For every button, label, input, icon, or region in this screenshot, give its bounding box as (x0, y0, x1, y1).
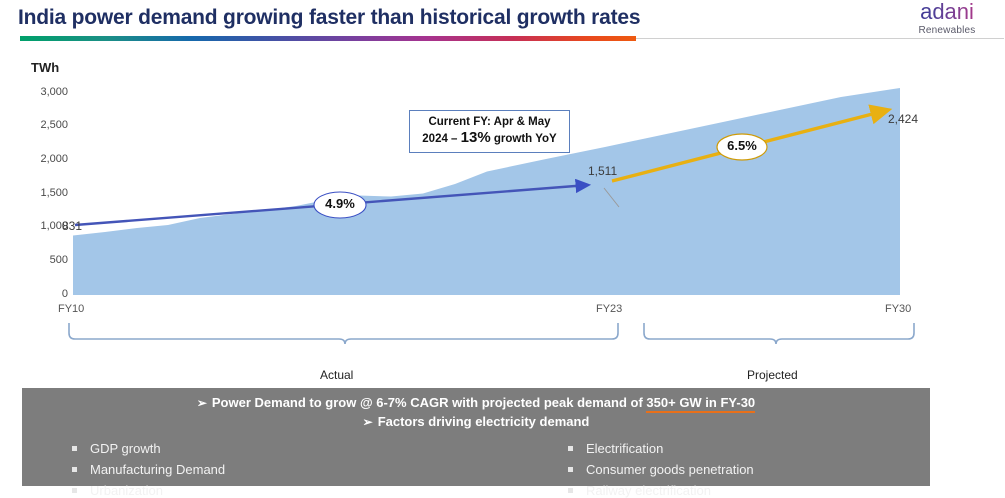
x-tick-fy30: FY30 (885, 303, 912, 315)
y-axis-unit-label: TWh (31, 60, 60, 75)
bullet-square-icon (72, 445, 77, 451)
y-tick-1500: 1,500 (40, 187, 68, 199)
y-axis-ticks: 3,000 2,500 2,000 1,500 1,000 500 0 (0, 0, 68, 498)
callout-post: growth YoY (490, 133, 557, 146)
bullet-square-icon (72, 466, 77, 472)
list-item: Electrification (568, 438, 930, 459)
x-tick-fy10: FY10 (58, 303, 85, 315)
demand-area-series (73, 88, 900, 295)
value-leader-line (603, 187, 620, 208)
summary-panel: ➢ Power Demand to grow @ 6-7% CAGR with p… (22, 388, 930, 498)
list-item-label: Electrification (586, 440, 664, 456)
bullet-square-icon (72, 488, 77, 494)
panel-subheadline-text: Factors driving electricity demand (377, 413, 590, 429)
period-braces (0, 318, 1005, 378)
y-tick-2500: 2,500 (40, 119, 68, 131)
y-tick-1000: 1,000 (40, 220, 68, 232)
list-item: Manufacturing Demand (72, 459, 476, 480)
current-fy-callout: Current FY: Apr & May 2024 – 13% growth … (409, 110, 570, 153)
callout-line-2: 2024 – 13% growth YoY (422, 129, 556, 148)
y-tick-2000: 2,000 (40, 153, 68, 165)
actual-brace (68, 323, 619, 345)
list-item-label: GDP growth (90, 440, 161, 456)
x-tick-fy23: FY23 (596, 303, 623, 315)
projected-brace (643, 323, 915, 345)
value-label-fy30: 2,424 (888, 112, 919, 126)
list-item: Consumer goods penetration (568, 459, 930, 480)
list-item: Urbanization (72, 480, 476, 498)
area-chart (73, 88, 900, 295)
panel-subheadline: ➢ Factors driving electricity demand (22, 413, 930, 432)
factors-left-column: GDP growth Manufacturing Demand Urbaniza… (22, 438, 476, 498)
y-tick-500: 500 (49, 254, 68, 266)
callout-growth-value: 13% (460, 129, 491, 147)
historical-cagr-label: 4.9% (325, 196, 355, 211)
adani-logo: adani Renewables (897, 0, 997, 36)
projected-cagr-label: 6.5% (727, 138, 757, 153)
page-title: India power demand growing faster than h… (18, 6, 641, 29)
logo-subtitle: Renewables (918, 25, 976, 36)
chevron-right-icon: ➢ (196, 396, 207, 410)
panel-headline-text: Power Demand to grow @ 6-7% CAGR with pr… (211, 395, 647, 410)
brace-label-actual: Actual (320, 368, 354, 382)
brace-label-projected: Projected (747, 368, 798, 382)
factors-columns: GDP growth Manufacturing Demand Urbaniza… (22, 438, 930, 498)
chevron-right-icon-2: ➢ (362, 414, 373, 429)
list-item: Railway electrification (568, 480, 930, 498)
list-item-label: Consumer goods penetration (586, 461, 754, 477)
gradient-divider (20, 36, 636, 41)
logo-underline (897, 38, 943, 39)
value-label-fy23: 1,511 (588, 164, 618, 178)
callout-line-1: Current FY: Apr & May (428, 115, 551, 128)
thin-divider (636, 38, 1004, 39)
callout-pre: 2024 – (422, 133, 461, 146)
list-item-label: Manufacturing Demand (90, 461, 226, 477)
list-item-label: Railway electrification (586, 483, 711, 498)
bullet-square-icon (568, 488, 573, 494)
factors-right-column: Electrification Consumer goods penetrati… (476, 438, 930, 498)
value-label-fy10: 831 (62, 219, 83, 233)
logo-wordmark: adani (897, 0, 997, 24)
projected-cagr-bubble (716, 133, 768, 161)
y-tick-3000: 3,000 (40, 86, 68, 98)
historical-cagr-bubble (313, 191, 367, 219)
bullet-square-icon (568, 445, 573, 451)
bullet-square-icon (568, 466, 573, 472)
y-tick-0: 0 (61, 288, 68, 300)
panel-headline-highlight: 350+ GW in FY-30 (646, 395, 756, 413)
panel-headline: ➢ Power Demand to grow @ 6-7% CAGR with p… (22, 394, 930, 413)
list-item-label: Urbanization (90, 483, 163, 498)
list-item: GDP growth (72, 438, 476, 459)
